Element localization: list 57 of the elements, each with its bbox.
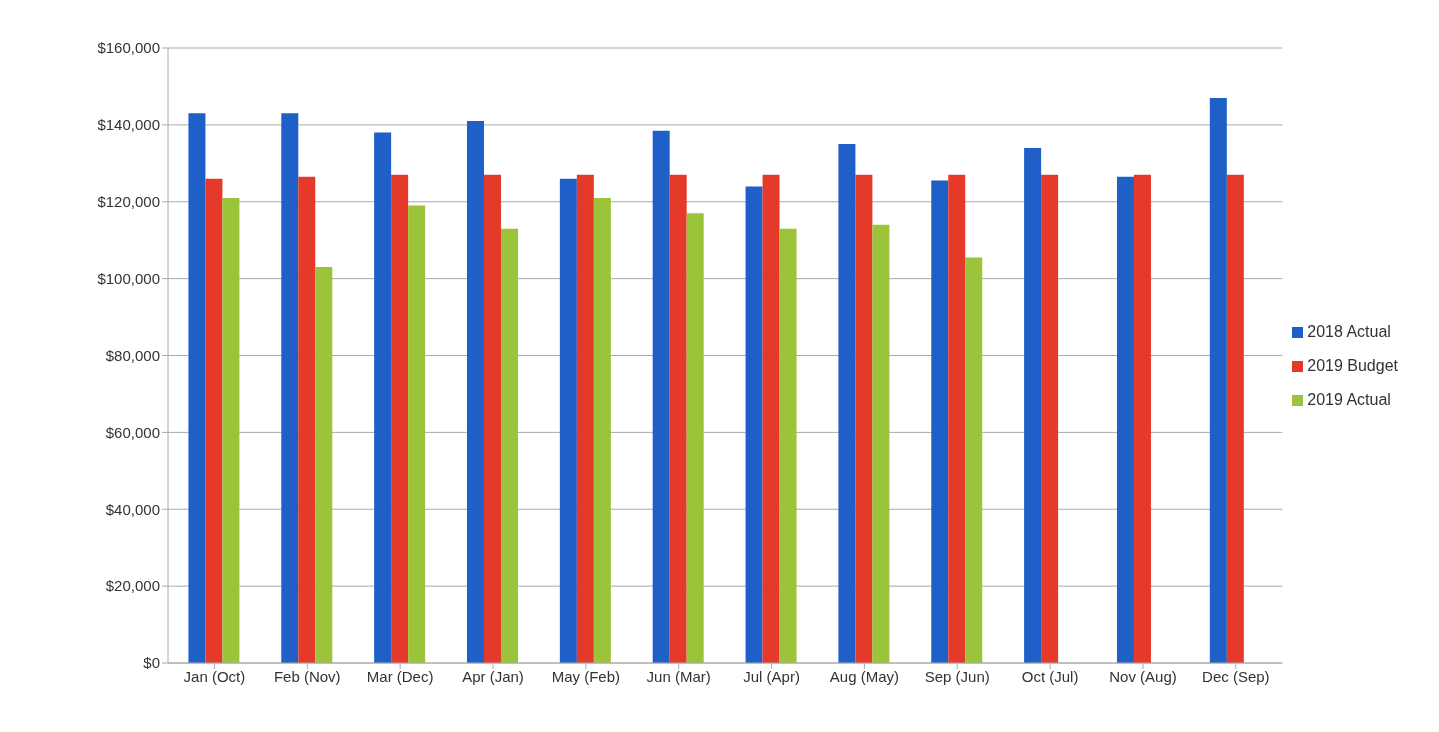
bar [391, 174, 409, 663]
bar [205, 178, 223, 663]
x-tick-label: Mar (Dec) [366, 667, 434, 685]
x-tick-label: Aug (May) [829, 667, 899, 685]
x-tick-label: Jun (Mar) [646, 667, 711, 685]
y-tick-label: $80,000 [105, 346, 160, 364]
y-tick-label: $120,000 [97, 193, 160, 211]
y-tick-label: $140,000 [97, 116, 160, 134]
bar [298, 176, 316, 663]
bar [559, 178, 577, 663]
bar [762, 174, 780, 663]
x-tick-label: Jul (Apr) [743, 667, 800, 685]
y-tick-label: $60,000 [105, 423, 160, 441]
bar [855, 174, 873, 663]
bar [1226, 174, 1244, 663]
x-tick-label: Oct (Jul) [1021, 667, 1079, 685]
legend-label: 2018 Actual [1307, 322, 1391, 340]
bar [652, 130, 670, 663]
bar [745, 186, 763, 663]
bar [948, 174, 966, 663]
bar [1041, 174, 1059, 663]
bar [1116, 176, 1134, 663]
bar [315, 267, 333, 663]
y-tick-label: $160,000 [97, 39, 160, 57]
y-tick-label: $100,000 [97, 269, 160, 287]
x-tick-label: Jan (Oct) [183, 667, 246, 685]
legend-label: 2019 Actual [1307, 390, 1391, 408]
y-tick-label: $40,000 [105, 500, 160, 518]
bar [1024, 147, 1042, 663]
bar [1133, 174, 1151, 663]
bar [686, 213, 704, 663]
bar [408, 205, 426, 663]
bar [872, 224, 890, 663]
x-tick-label: Feb (Nov) [273, 667, 341, 685]
x-tick-label: Sep (Jun) [924, 667, 990, 685]
x-tick-label: Dec (Sep) [1202, 667, 1270, 685]
x-tick-label: Nov (Aug) [1109, 667, 1177, 685]
bar [188, 113, 206, 663]
bar [593, 197, 611, 663]
bar [1209, 97, 1227, 663]
bar [222, 197, 240, 663]
bar [374, 132, 392, 663]
x-tick-label: Apr (Jan) [462, 667, 524, 685]
bar [281, 113, 299, 663]
x-tick-label: May (Feb) [551, 667, 621, 685]
y-tick-label: $0 [143, 654, 160, 672]
legend-label: 2019 Budget [1307, 356, 1398, 374]
bar [576, 174, 594, 663]
y-tick-label: $20,000 [105, 577, 160, 595]
bar [779, 228, 797, 663]
bar [931, 180, 949, 663]
bar [500, 228, 518, 663]
bar [838, 144, 856, 663]
bar [466, 121, 484, 663]
bar [669, 174, 687, 663]
bar [965, 257, 983, 663]
bar [483, 174, 501, 663]
